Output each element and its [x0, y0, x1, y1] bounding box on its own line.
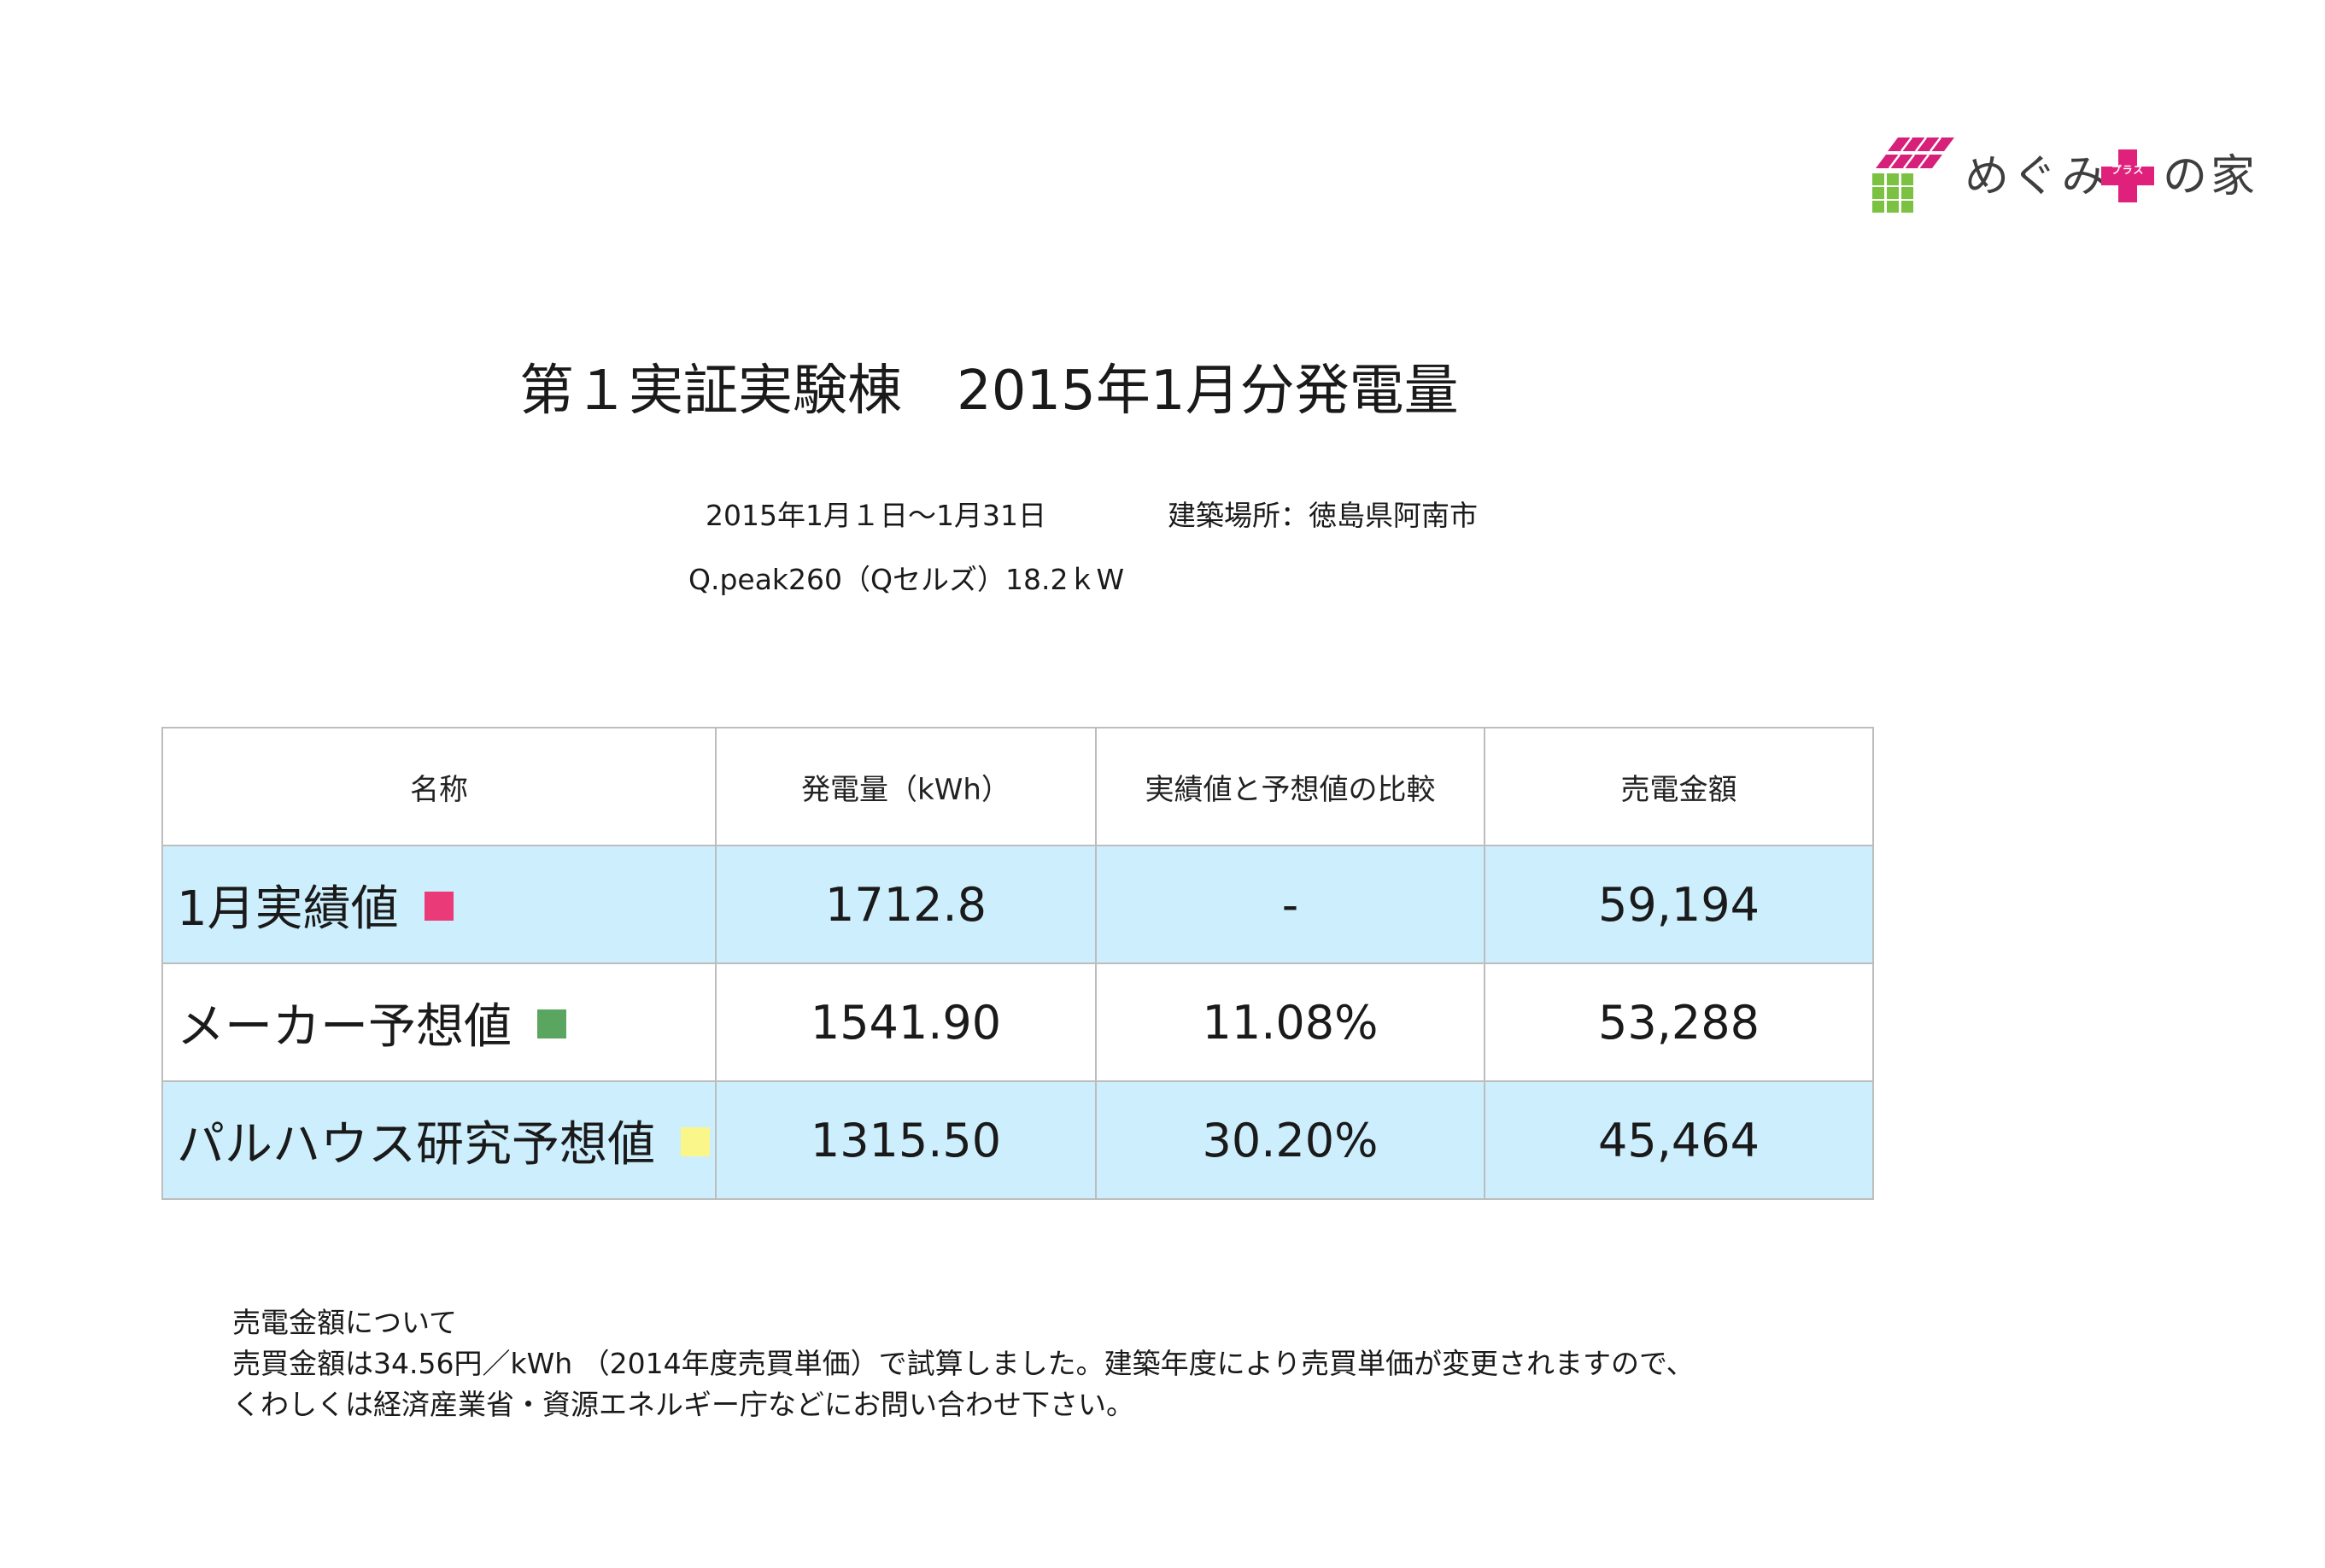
table-header-row: 名称 発電量（kWh） 実績値と予想値の比較 売電金額: [161, 727, 1874, 846]
notes-line: 売買金額は34.56円／kWh （2014年度売買単価）で試算しました。建築年度…: [232, 1347, 1695, 1380]
legend-swatch: [424, 892, 454, 921]
legend-swatch: [537, 1009, 566, 1039]
notes-heading: 売電金額について: [232, 1306, 458, 1339]
generation-value: 1541.90: [715, 962, 1097, 1082]
panel-spec-text: Q.peak260（Qセルズ）18.2ｋW: [688, 563, 1125, 596]
comparison-value: 11.08%: [1095, 962, 1485, 1082]
header-generation: 発電量（kWh）: [715, 727, 1097, 846]
logo-plus-label: プラス: [2111, 164, 2145, 176]
period-text: 2015年1月１日〜1月31日: [706, 499, 1046, 532]
row-name-cell: パルハウス研究予想値: [161, 1080, 717, 1200]
table-row-maker-forecast: メーカー予想値 1541.90 11.08% 53,288: [161, 962, 1874, 1082]
notes: 売電金額について 売買金額は34.56円／kWh （2014年度売買単価）で試算…: [232, 1302, 1695, 1425]
comparison-value: 30.20%: [1095, 1080, 1485, 1200]
legend-swatch: [681, 1127, 710, 1157]
row-name-cell: 1月実績値: [161, 845, 717, 964]
logo-text-tail: の家: [2163, 151, 2259, 202]
sales-value: 45,464: [1484, 1080, 1874, 1200]
generation-value: 1315.50: [715, 1080, 1097, 1200]
roof-grid: [1876, 137, 1954, 168]
row-name: メーカー予想値: [177, 998, 512, 1055]
notes-line: くわしくは経済産業省・資源エネルギー庁などにお問い合わせ下さい。: [232, 1388, 1134, 1421]
wall-grid: [1872, 173, 1913, 213]
location-text: 建築場所：徳島県阿南市: [1168, 499, 1478, 532]
row-name-cell: メーカー予想値: [161, 962, 717, 1082]
table-row-actual: 1月実績値 1712.8 - 59,194: [161, 845, 1874, 964]
plus-icon: [2101, 149, 2154, 202]
logo: めぐみ プラス の家: [1869, 132, 2262, 218]
table-row-palhouse-forecast: パルハウス研究予想値 1315.50 30.20% 45,464: [161, 1080, 1874, 1200]
header-sales: 売電金額: [1484, 727, 1874, 846]
house-grid-logo-icon: [1872, 137, 1954, 213]
comparison-value: -: [1095, 845, 1485, 964]
sales-value: 53,288: [1484, 962, 1874, 1082]
generation-value: 1712.8: [715, 845, 1097, 964]
sales-value: 59,194: [1484, 845, 1874, 964]
page-title: 第１実証実験棟 2015年1月分発電量: [519, 360, 1459, 423]
row-name: 1月実績値: [177, 881, 399, 937]
generation-table: 名称 発電量（kWh） 実績値と予想値の比較 売電金額 1月実績値 1712.8…: [161, 727, 1874, 1200]
logo-text-main: めぐみ: [1965, 151, 2110, 202]
header-name: 名称: [161, 727, 717, 846]
header-comparison: 実績値と予想値の比較: [1095, 727, 1485, 846]
row-name: パルハウス研究予想値: [177, 1116, 655, 1173]
